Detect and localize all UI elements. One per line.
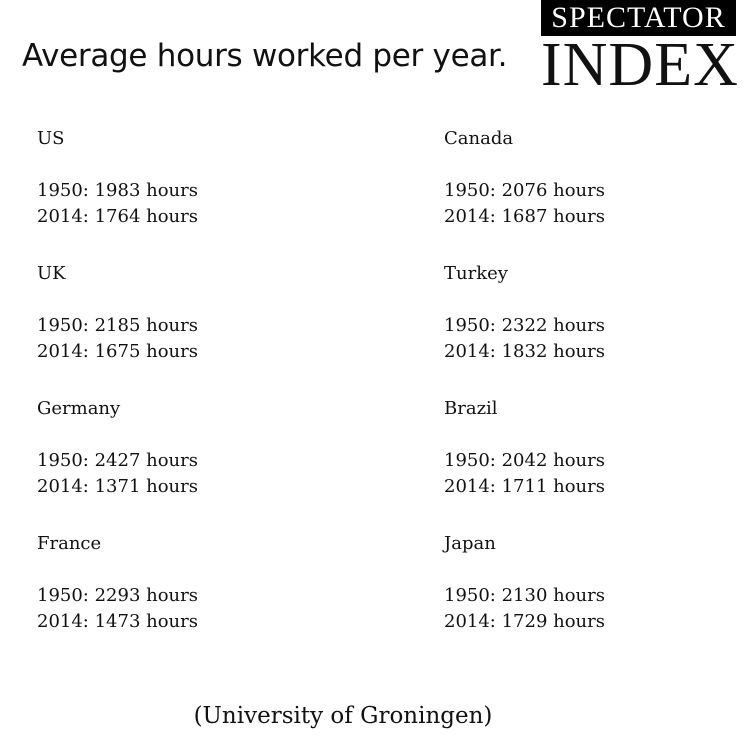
country-entry: Brazil 1950: 2042 hours 2014: 1711 hours [444, 396, 605, 500]
logo-bottom: INDEX [541, 31, 739, 99]
country-entry: UK 1950: 2185 hours 2014: 1675 hours [37, 261, 198, 365]
hours-line: 2014: 1729 hours [444, 611, 605, 632]
hours-line: 2014: 1473 hours [37, 611, 198, 632]
country-name: UK [37, 263, 66, 284]
hours-line: 2014: 1711 hours [444, 476, 605, 497]
country-name: Germany [37, 398, 121, 419]
title: Average hours worked per year. [22, 38, 508, 74]
hours-line: 2014: 1675 hours [37, 341, 198, 362]
country-entry: Japan 1950: 2130 hours 2014: 1729 hours [444, 531, 605, 635]
country-entry: US 1950: 1983 hours 2014: 1764 hours [37, 126, 198, 230]
country-name: Japan [444, 533, 496, 554]
logo-top: SPECTATOR [541, 0, 736, 36]
source: (University of Groningen) [193, 703, 493, 729]
hours-line: 1950: 2427 hours [37, 450, 198, 471]
hours-line: 2014: 1371 hours [37, 476, 198, 497]
country-name: France [37, 533, 102, 554]
country-name: Turkey [444, 263, 508, 284]
hours-line: 1950: 2042 hours [444, 450, 605, 471]
hours-line: 1950: 2076 hours [444, 180, 605, 201]
country-entry: Turkey 1950: 2322 hours 2014: 1832 hours [444, 261, 605, 365]
hours-line: 1950: 2185 hours [37, 315, 198, 336]
hours-line: 2014: 1832 hours [444, 341, 605, 362]
hours-line: 1950: 2130 hours [444, 585, 605, 606]
hours-line: 2014: 1764 hours [37, 206, 198, 227]
country-name: Canada [444, 128, 514, 149]
country-name: US [37, 128, 65, 149]
country-entry: Canada 1950: 2076 hours 2014: 1687 hours [444, 126, 605, 230]
country-name: Brazil [444, 398, 498, 419]
hours-line: 1950: 2322 hours [444, 315, 605, 336]
country-entry: Germany 1950: 2427 hours 2014: 1371 hours [37, 396, 198, 500]
hours-line: 2014: 1687 hours [444, 206, 605, 227]
hours-line: 1950: 1983 hours [37, 180, 198, 201]
hours-line: 1950: 2293 hours [37, 585, 198, 606]
country-entry: France 1950: 2293 hours 2014: 1473 hours [37, 531, 198, 635]
